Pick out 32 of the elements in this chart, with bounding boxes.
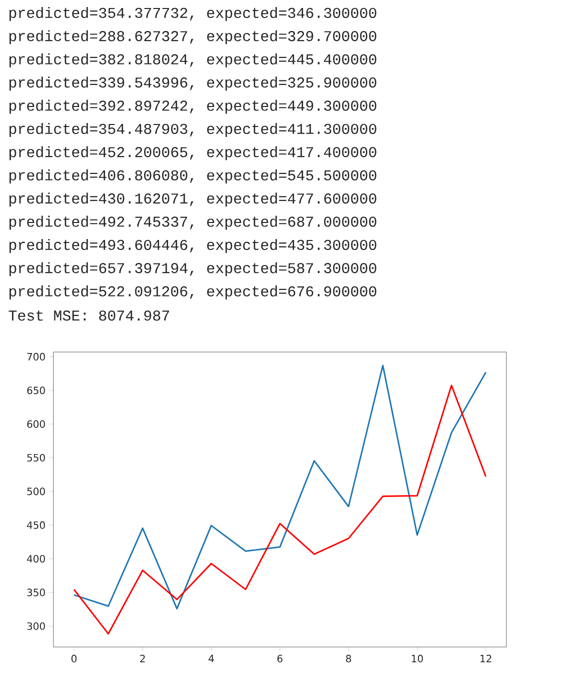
text: predicted=339.543996, expected=325.900000 <box>10 76 376 91</box>
x-tick-label: 4 <box>208 654 214 662</box>
text: Test MSE: 8074.987 <box>8 310 170 321</box>
text: predicted=522.091206, expected=676.900000 <box>10 285 376 300</box>
y-tick-label: 700 <box>27 352 45 360</box>
y-tick-label: 550 <box>27 454 45 462</box>
x-tick-label: 0 <box>71 654 77 662</box>
line-series <box>73 384 487 635</box>
text: predicted=493.604446, expected=435.300000 <box>10 239 376 253</box>
y-tick-label: 600 <box>27 420 45 428</box>
y-tick-label: 350 <box>27 588 45 596</box>
text: predicted=430.162071, expected=477.600000 <box>10 192 376 207</box>
y-tick-label: 450 <box>27 521 45 529</box>
text: predicted=452.200065, expected=417.400000 <box>10 146 376 160</box>
text: predicted=382.818024, expected=445.400000 <box>10 53 376 68</box>
y-tick-label: 500 <box>27 488 45 496</box>
x-tick-label: 10 <box>412 654 423 662</box>
text: predicted=406.806080, expected=545.500000 <box>10 169 376 184</box>
text: predicted=354.487903, expected=411.300000 <box>10 123 376 137</box>
y-tick-label: 300 <box>27 622 45 630</box>
y-tick-label: 400 <box>27 554 45 563</box>
y-tick-label: 650 <box>27 386 45 394</box>
text: predicted=288.627327, expected=329.700000 <box>10 30 376 44</box>
line-series <box>73 364 487 610</box>
x-tick-label: 2 <box>140 654 145 662</box>
x-tick-label: 6 <box>277 654 282 662</box>
text: predicted=657.397194, expected=587.300000 <box>10 262 376 276</box>
x-tick-label: 8 <box>346 654 352 662</box>
text: predicted=392.897242, expected=449.300000 <box>10 100 376 114</box>
x-tick-label: 12 <box>480 654 492 662</box>
text: predicted=492.745337, expected=687.000000 <box>10 216 376 230</box>
text: predicted=354.377732, expected=346.300000 <box>10 7 376 21</box>
